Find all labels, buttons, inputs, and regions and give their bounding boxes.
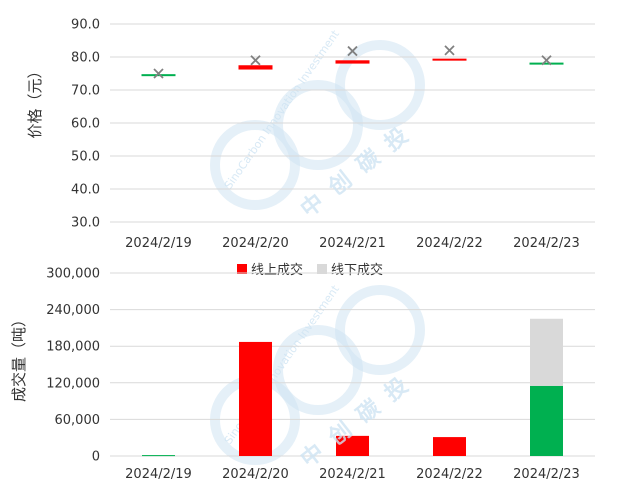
price-range-bars <box>141 58 564 77</box>
price-x-tick-label: 2024/2/21 <box>319 236 386 251</box>
watermark-cn-top: 创 <box>324 167 358 201</box>
volume-bar-online <box>433 437 466 456</box>
price-y-tick-label: 40.0 <box>71 183 100 198</box>
price-range-bar <box>141 74 176 77</box>
price-range-bar <box>432 58 467 61</box>
price-y-tick-label: 80.0 <box>71 51 100 66</box>
price-y-tick-label: 60.0 <box>71 117 100 132</box>
price-range-bar <box>335 60 370 64</box>
volume-bar-online <box>142 455 175 457</box>
volume-y-tick-label: 240,000 <box>46 303 100 318</box>
volume-y-tick-label: 300,000 <box>46 267 100 282</box>
legend-swatch-online <box>237 264 247 274</box>
volume-y-axis-label: 成交量（吨） <box>10 312 28 402</box>
price-marker <box>250 55 261 66</box>
volume-x-tick-label: 2024/2/20 <box>222 467 289 482</box>
volume-bar-online <box>336 435 369 456</box>
volume-bars <box>142 318 563 457</box>
price-x-ticks: 2024/2/19 2024/2/20 2024/2/21 2024/2/22 2024… <box>125 236 580 251</box>
volume-y-tick-label: 60,000 <box>55 413 101 428</box>
legend: 线上成交 线下成交 <box>237 262 383 278</box>
price-gridlines <box>110 23 595 223</box>
legend-swatch-offline <box>317 264 327 274</box>
price-y-axis-label: 价格（元） <box>26 63 44 138</box>
volume-bar-online <box>530 385 563 456</box>
price-x-tick-label: 2024/2/20 <box>222 236 289 251</box>
price-y-tick-label: 50.0 <box>71 150 100 165</box>
price-marker <box>541 55 552 66</box>
watermark-cn-bottom: 投 <box>380 373 413 406</box>
volume-x-tick-label: 2024/2/23 <box>513 467 580 482</box>
volume-y-tick-label: 0 <box>92 450 100 465</box>
price-marker <box>347 45 358 57</box>
watermark-cn-bottom: 碳 <box>352 395 386 429</box>
price-marker <box>153 68 164 79</box>
volume-y-tick-label: 180,000 <box>46 340 100 355</box>
price-x-tick-label: 2024/2/23 <box>513 236 580 251</box>
legend-label-offline: 线下成交 <box>331 262 383 278</box>
volume-y-tick-label: 120,000 <box>46 376 100 391</box>
price-y-tick-label: 70.0 <box>71 84 100 99</box>
volume-bar-online <box>239 341 272 456</box>
price-range-bar <box>529 62 564 65</box>
watermark-top: SinoCarbon Innovation Investment <box>210 27 425 210</box>
volume-x-ticks: 2024/2/19 2024/2/20 2024/2/21 2024/2/22 2024… <box>125 467 580 482</box>
price-marker <box>444 45 455 56</box>
volume-bar-offline <box>530 318 563 386</box>
watermark-cn-top: 中 <box>296 189 329 222</box>
price-x-tick-label: 2024/2/19 <box>125 236 192 251</box>
price-y-tick-label: 90.0 <box>71 18 100 33</box>
price-y-ticks: 30.0 40.0 50.0 60.0 70.0 80.0 90.0 <box>71 18 100 231</box>
volume-chart: 0 60,000 120,000 180,000 240,000 300,000 2024… <box>10 267 595 482</box>
legend-label-online: 线上成交 <box>251 262 303 278</box>
price-markers <box>153 45 552 79</box>
volume-x-tick-label: 2024/2/22 <box>416 467 483 482</box>
price-x-tick-label: 2024/2/22 <box>416 236 483 251</box>
volume-y-ticks: 0 60,000 120,000 180,000 240,000 300,000 <box>46 267 100 465</box>
price-y-tick-label: 30.0 <box>71 216 100 231</box>
watermark-cn-top: 碳 <box>352 145 386 179</box>
price-chart: 30.040.050.060.070.080.090.0 2024/2/19 20… <box>26 18 595 251</box>
volume-x-tick-label: 2024/2/21 <box>319 467 386 482</box>
volume-x-tick-label: 2024/2/19 <box>125 467 192 482</box>
price-range-bar <box>238 65 273 70</box>
